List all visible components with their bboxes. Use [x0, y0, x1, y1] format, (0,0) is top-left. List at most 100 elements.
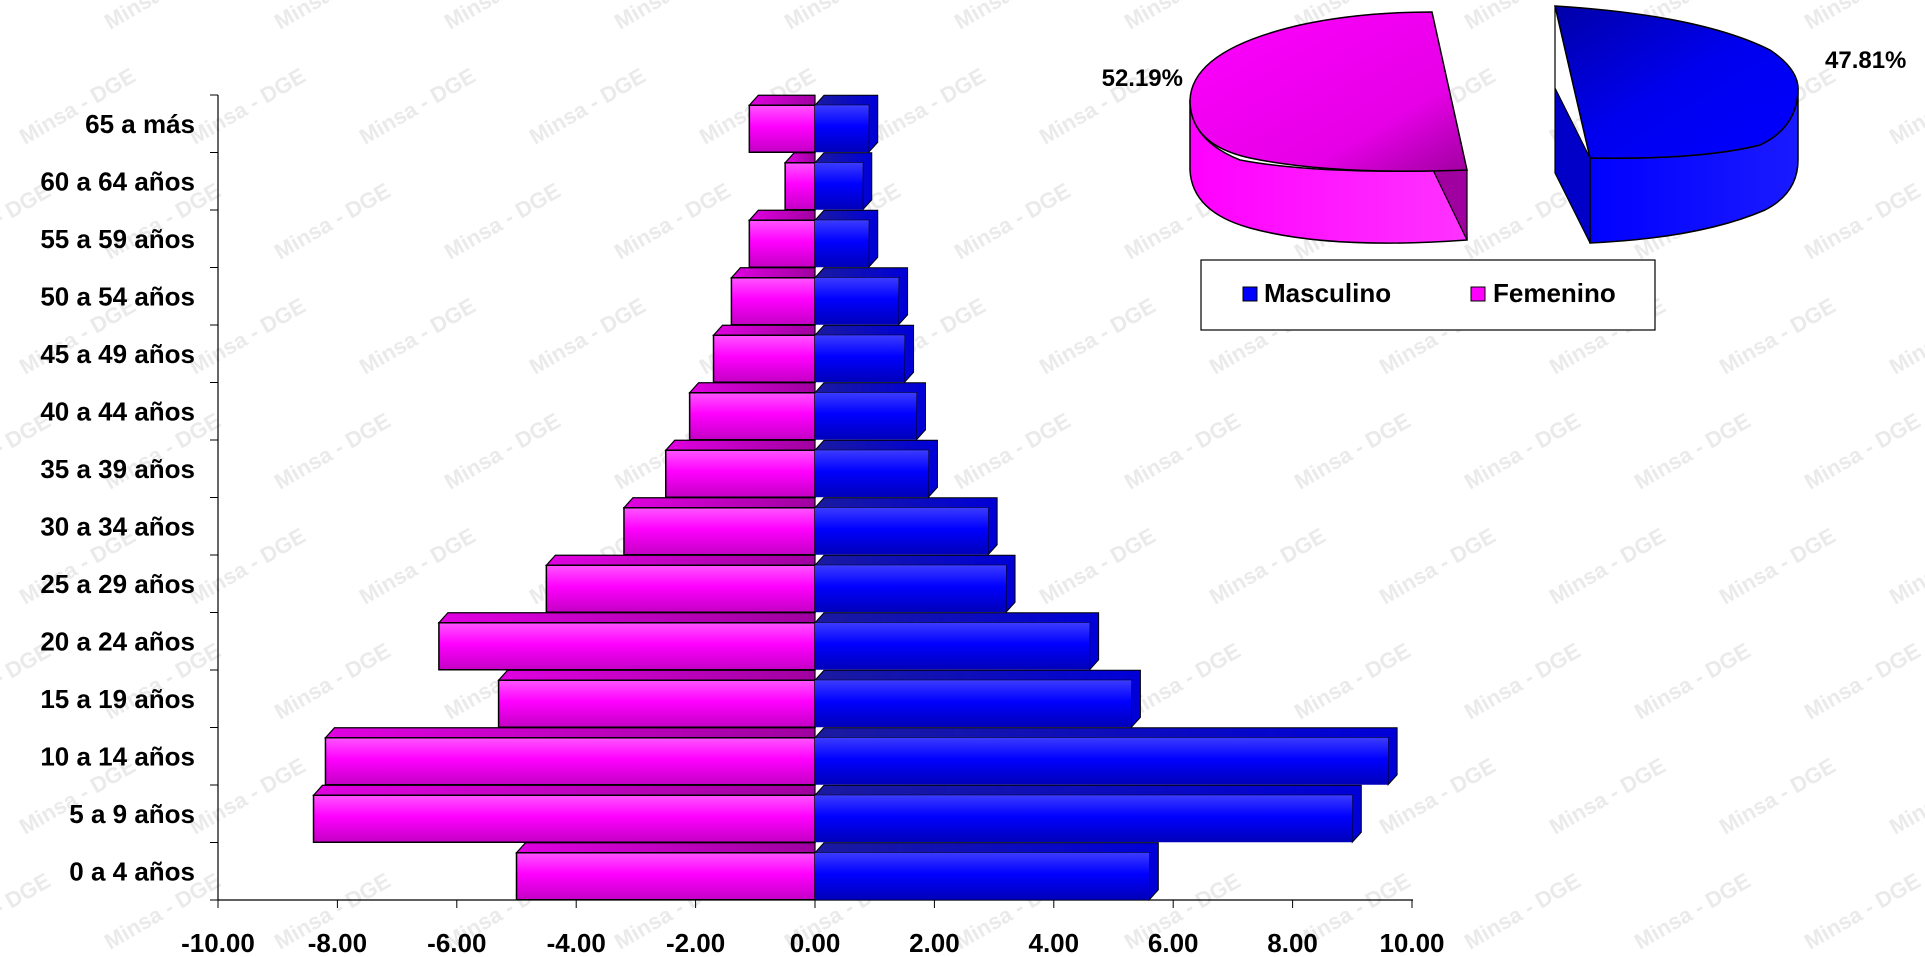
x-tick-label: 8.00: [1267, 928, 1318, 957]
bar-masculino: [815, 392, 917, 440]
bar-femenino: [688, 392, 816, 441]
watermark-text: Minsa - DGE: [1885, 63, 1925, 149]
watermark-text: Minsa - DGE: [780, 0, 905, 34]
bar-femenino-depth: [622, 497, 816, 509]
y-tick-label: 40 a 44 años: [40, 396, 195, 426]
legend-label-masculino: Masculino: [1264, 278, 1391, 308]
watermark-text: Minsa - DGE: [1715, 293, 1840, 379]
watermark-text: Minsa - DGE: [1375, 523, 1500, 609]
pie-slice-masculino-cut: [1554, 6, 1591, 244]
x-tick-label: 2.00: [909, 928, 960, 957]
watermark-text: Minsa - DGE: [440, 408, 565, 494]
watermark-text: Minsa - DGE: [0, 868, 55, 954]
bar-femenino-depth: [545, 554, 816, 566]
bar-femenino-depth: [730, 267, 816, 279]
bar-femenino: [748, 219, 816, 268]
bar-masculino: [815, 335, 905, 383]
y-tick-label: 60 a 64 años: [40, 166, 195, 196]
bar-masculino: [815, 450, 929, 498]
watermark-text: Minsa - DGE: [1290, 408, 1415, 494]
bar-masculino: [815, 565, 1007, 613]
watermark-text: Minsa - DGE: [440, 178, 565, 264]
watermark-text: Minsa - DGE: [1630, 638, 1755, 724]
watermark-text: Minsa - DGE: [355, 523, 480, 609]
watermark-text: Minsa - DGE: [950, 178, 1075, 264]
watermark-text: Minsa - DGE: [270, 408, 395, 494]
bar-femenino: [312, 794, 816, 843]
watermark-text: Minsa - DGE: [865, 63, 990, 149]
bar-femenino-depth: [712, 324, 816, 336]
pie-label-masculino: 47.81%: [1825, 47, 1906, 74]
watermark-text: Minsa - DGE: [1715, 523, 1840, 609]
watermark-text: Minsa - DGE: [185, 753, 310, 839]
watermark-text: Minsa - DGE: [1545, 523, 1670, 609]
watermark-text: Minsa - DGE: [950, 408, 1075, 494]
watermark-text: Minsa - DGE: [1120, 408, 1245, 494]
bar-femenino: [324, 737, 816, 786]
x-tick-label: 10.00: [1379, 928, 1444, 957]
watermark-text: Minsa - DGE: [100, 0, 225, 34]
watermark-text: Minsa - DGE: [355, 293, 480, 379]
x-tick-label: 4.00: [1028, 928, 1079, 957]
bar-masculino: [815, 162, 863, 210]
bar-femenino: [497, 679, 816, 728]
watermark-text: Minsa - DGE: [1800, 868, 1925, 954]
watermark-text: Minsa - DGE: [1885, 753, 1925, 839]
bar-femenino: [623, 507, 816, 556]
watermark-text: Minsa - DGE: [1630, 868, 1755, 954]
pie-label-femenino: 52.19%: [1102, 65, 1183, 92]
x-tick-label: -2.00: [666, 928, 725, 957]
bar-femenino: [748, 104, 816, 153]
watermark-text: Minsa - DGE: [1630, 408, 1755, 494]
x-tick-label: -4.00: [547, 928, 606, 957]
y-tick-label: 30 a 34 años: [40, 511, 195, 541]
bar-femenino-depth: [688, 382, 816, 394]
watermark-text: Minsa - DGE: [950, 0, 1075, 34]
x-tick-label: -6.00: [427, 928, 486, 957]
bar-masculino: [815, 737, 1389, 785]
bar-femenino-depth: [497, 669, 816, 681]
bar-masculino: [815, 220, 869, 268]
legend: Masculino Femenino: [1200, 259, 1656, 331]
bar-masculino: [815, 622, 1090, 670]
legend-label-femenino: Femenino: [1493, 278, 1616, 308]
y-tick-label: 20 a 24 años: [40, 626, 195, 656]
watermark-text: Minsa - DGE: [1885, 523, 1925, 609]
watermark-text: Minsa - DGE: [1290, 638, 1415, 724]
watermark-text: Minsa - DGE: [185, 63, 310, 149]
population-pyramid: 0 a 4 años 5 a 9 años 10 a 14 años 15 a 19 …: [40, 94, 1445, 957]
bar-masculino: [815, 277, 899, 325]
x-tick-label: 6.00: [1148, 928, 1199, 957]
watermark-text: Minsa - DGE: [1120, 0, 1245, 34]
bar-femenino: [545, 564, 816, 613]
bar-femenino-depth: [515, 842, 816, 854]
bar-masculino: [815, 680, 1132, 728]
bar-masculino: [815, 507, 989, 555]
bar-masculino: [815, 795, 1353, 843]
bar-femenino: [784, 162, 816, 211]
bar-femenino-depth: [312, 784, 816, 796]
y-tick-label: 10 a 14 años: [40, 741, 195, 771]
bar-masculino: [815, 852, 1150, 900]
bar-femenino: [712, 334, 816, 383]
bar-femenino-depth: [747, 209, 816, 221]
y-tick-label: 65 a más: [85, 109, 195, 139]
watermark-text: Minsa - DGE: [1545, 753, 1670, 839]
pie-slice-femenino: [1189, 11, 1468, 172]
watermark-text: Minsa - DGE: [1800, 638, 1925, 724]
watermark-text: Minsa - DGE: [185, 523, 310, 609]
bar-femenino: [665, 449, 816, 498]
watermark-text: Minsa - DGE: [1035, 293, 1160, 379]
bar-masculino: [815, 105, 869, 153]
watermark-text: Minsa - DGE: [1885, 293, 1925, 379]
y-tick-label: 50 a 54 años: [40, 281, 195, 311]
y-tick-label: 25 a 29 años: [40, 569, 195, 599]
y-tick-label: 15 a 19 años: [40, 684, 195, 714]
watermark-text: Minsa - DGE: [525, 293, 650, 379]
y-tick-label: 45 a 49 años: [40, 339, 195, 369]
x-tick-label: -10.00: [181, 928, 255, 957]
watermark-text: Minsa - DGE: [1460, 868, 1585, 954]
bar-femenino: [438, 622, 816, 671]
x-tick-label: 0.00: [790, 928, 841, 957]
